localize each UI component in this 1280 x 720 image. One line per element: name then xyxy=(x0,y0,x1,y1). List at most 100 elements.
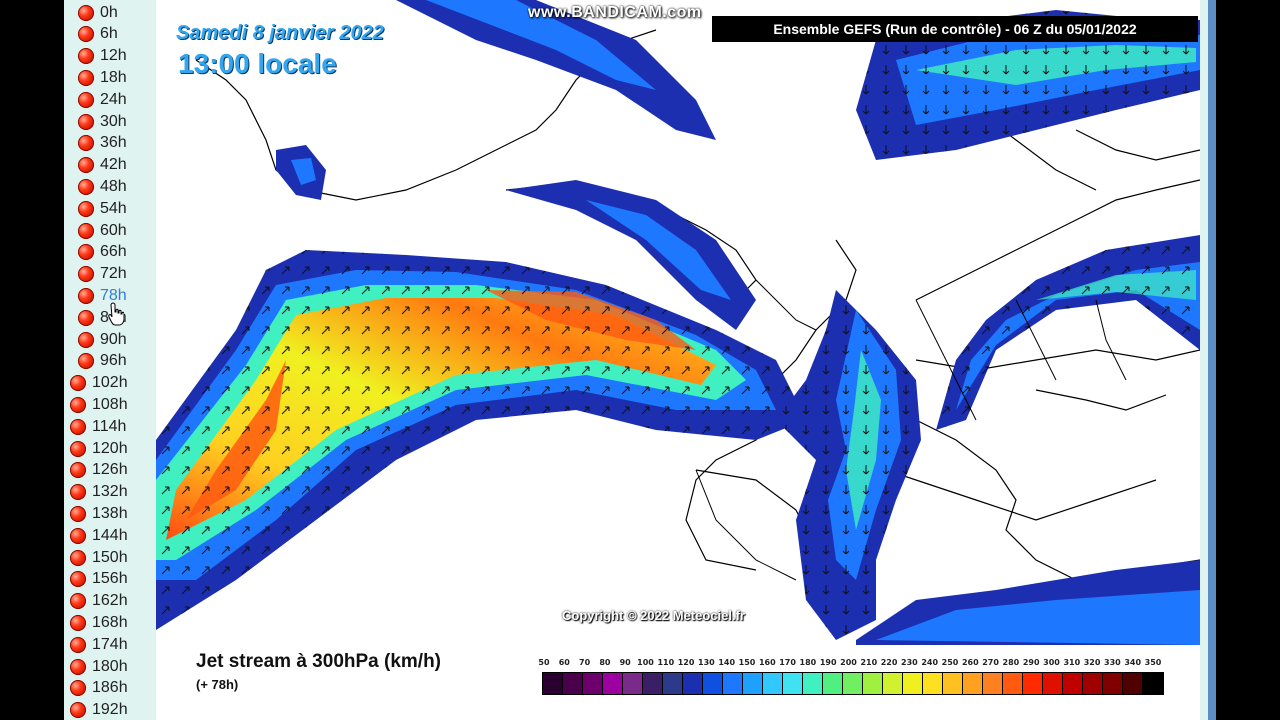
scale-label: 170 xyxy=(779,658,796,667)
hour-label: 90h xyxy=(100,330,127,348)
hour-link-24h[interactable]: 24h xyxy=(78,89,127,110)
scale-swatch xyxy=(883,673,903,694)
hour-label: 96h xyxy=(100,352,127,370)
scale-label: 70 xyxy=(579,658,591,667)
forecast-hour-sidebar: 0h 6h 12h 18h 24h 30h 36h 42h 48h 54h 60h 66h 72h 78h… xyxy=(64,0,154,720)
scale-swatch xyxy=(803,673,823,694)
scale-swatch xyxy=(1103,673,1123,694)
hour-link-6h[interactable]: 6h xyxy=(78,24,118,45)
hour-link-168h[interactable]: 168h xyxy=(70,612,128,633)
hour-link-36h[interactable]: 36h xyxy=(78,133,127,154)
hour-link-102h[interactable]: 102h xyxy=(70,373,128,394)
scale-label: 200 xyxy=(840,658,857,667)
scale-label: 110 xyxy=(657,658,675,667)
scale-swatch xyxy=(583,673,603,694)
right-margin xyxy=(1216,0,1280,720)
bullet-icon xyxy=(70,636,86,653)
hour-link-126h[interactable]: 126h xyxy=(70,460,128,481)
hour-link-186h[interactable]: 186h xyxy=(70,678,128,699)
hour-link-54h[interactable]: 54h xyxy=(78,198,127,219)
bullet-icon xyxy=(78,244,94,261)
scale-swatch xyxy=(783,673,803,694)
hour-link-0h[interactable]: 0h xyxy=(78,2,118,23)
hour-link-30h[interactable]: 30h xyxy=(78,111,127,132)
scale-label: 290 xyxy=(1022,658,1040,667)
bullet-icon xyxy=(78,309,94,326)
map-subtitle: (+ 78h) xyxy=(196,677,239,692)
scale-swatch xyxy=(1023,673,1043,694)
hour-link-144h[interactable]: 144h xyxy=(70,525,128,546)
scale-swatch xyxy=(643,673,663,694)
scale-swatch xyxy=(743,673,763,694)
hour-label: 30h xyxy=(100,112,127,130)
hour-link-66h[interactable]: 66h xyxy=(78,242,127,263)
bullet-icon xyxy=(78,178,94,195)
scale-label: 240 xyxy=(921,658,939,667)
hour-link-90h[interactable]: 90h xyxy=(78,329,127,350)
hour-label: 174h xyxy=(92,635,128,653)
hour-link-96h[interactable]: 96h xyxy=(78,351,127,372)
scale-swatch xyxy=(763,673,783,694)
bullet-icon xyxy=(70,484,86,501)
bullet-icon xyxy=(78,287,94,304)
scale-label: 220 xyxy=(880,658,898,667)
scale-swatch xyxy=(863,673,883,694)
hour-label: 18h xyxy=(100,68,127,86)
hour-link-174h[interactable]: 174h xyxy=(70,634,128,655)
scale-label: 260 xyxy=(961,658,979,667)
scale-label: 190 xyxy=(819,658,837,667)
hour-label: 180h xyxy=(92,657,128,675)
hour-link-162h[interactable]: 162h xyxy=(70,591,128,612)
scale-label: 160 xyxy=(758,658,776,667)
copyright-notice: Copyright © 2022 Meteociel.fr xyxy=(562,608,745,623)
bullet-icon xyxy=(70,658,86,675)
bullet-icon xyxy=(70,549,86,566)
hour-link-108h[interactable]: 108h xyxy=(70,394,128,415)
hour-link-60h[interactable]: 60h xyxy=(78,220,127,241)
hour-label: 144h xyxy=(92,526,128,544)
hand-cursor-icon xyxy=(108,302,124,326)
hour-link-120h[interactable]: 120h xyxy=(70,438,128,459)
scale-swatch xyxy=(923,673,943,694)
hour-link-114h[interactable]: 114h xyxy=(70,416,126,437)
bullet-icon xyxy=(70,396,86,413)
scale-swatch xyxy=(1083,673,1103,694)
bullet-icon xyxy=(70,614,86,631)
scale-swatch xyxy=(843,673,863,694)
hour-link-18h[interactable]: 18h xyxy=(78,67,127,88)
hour-label: 42h xyxy=(100,156,127,174)
hour-link-72h[interactable]: 72h xyxy=(78,264,127,285)
borders xyxy=(695,279,1127,581)
hour-link-48h[interactable]: 48h xyxy=(78,176,127,197)
hour-link-138h[interactable]: 138h xyxy=(70,503,128,524)
hour-label: 6h xyxy=(100,25,118,43)
hour-label: 24h xyxy=(100,90,127,108)
bullet-icon xyxy=(70,527,86,544)
scale-label: 330 xyxy=(1104,658,1121,667)
hour-label: 186h xyxy=(92,679,128,697)
hour-link-132h[interactable]: 132h xyxy=(70,482,128,503)
scale-swatch xyxy=(603,673,623,694)
scale-label: 80 xyxy=(599,658,611,667)
hour-link-192h[interactable]: 192h xyxy=(70,700,128,720)
bullet-icon xyxy=(78,4,94,21)
scale-swatch xyxy=(963,673,983,694)
scale-swatch xyxy=(543,673,563,694)
bullet-icon xyxy=(78,113,94,130)
hour-link-12h[interactable]: 12h xyxy=(78,46,127,67)
scale-label: 210 xyxy=(860,658,878,667)
scale-label: 300 xyxy=(1043,658,1060,667)
map-legend-area: Jet stream à 300hPa (km/h) (+ 78h) 50 60 7… xyxy=(156,645,1200,720)
map-graphic xyxy=(156,0,1200,645)
scale-label: 90 xyxy=(619,658,631,667)
hour-link-42h[interactable]: 42h xyxy=(78,155,127,176)
scale-label: 280 xyxy=(1002,658,1020,667)
hour-link-156h[interactable]: 156h xyxy=(70,569,128,590)
hour-label: 36h xyxy=(100,134,127,152)
hour-label: 54h xyxy=(100,199,127,217)
scale-swatch xyxy=(1143,673,1163,694)
hour-link-180h[interactable]: 180h xyxy=(70,656,128,677)
color-scale-bar xyxy=(542,672,1164,695)
hour-link-78h[interactable]: 78h xyxy=(78,285,127,306)
hour-link-150h[interactable]: 150h xyxy=(70,547,128,568)
